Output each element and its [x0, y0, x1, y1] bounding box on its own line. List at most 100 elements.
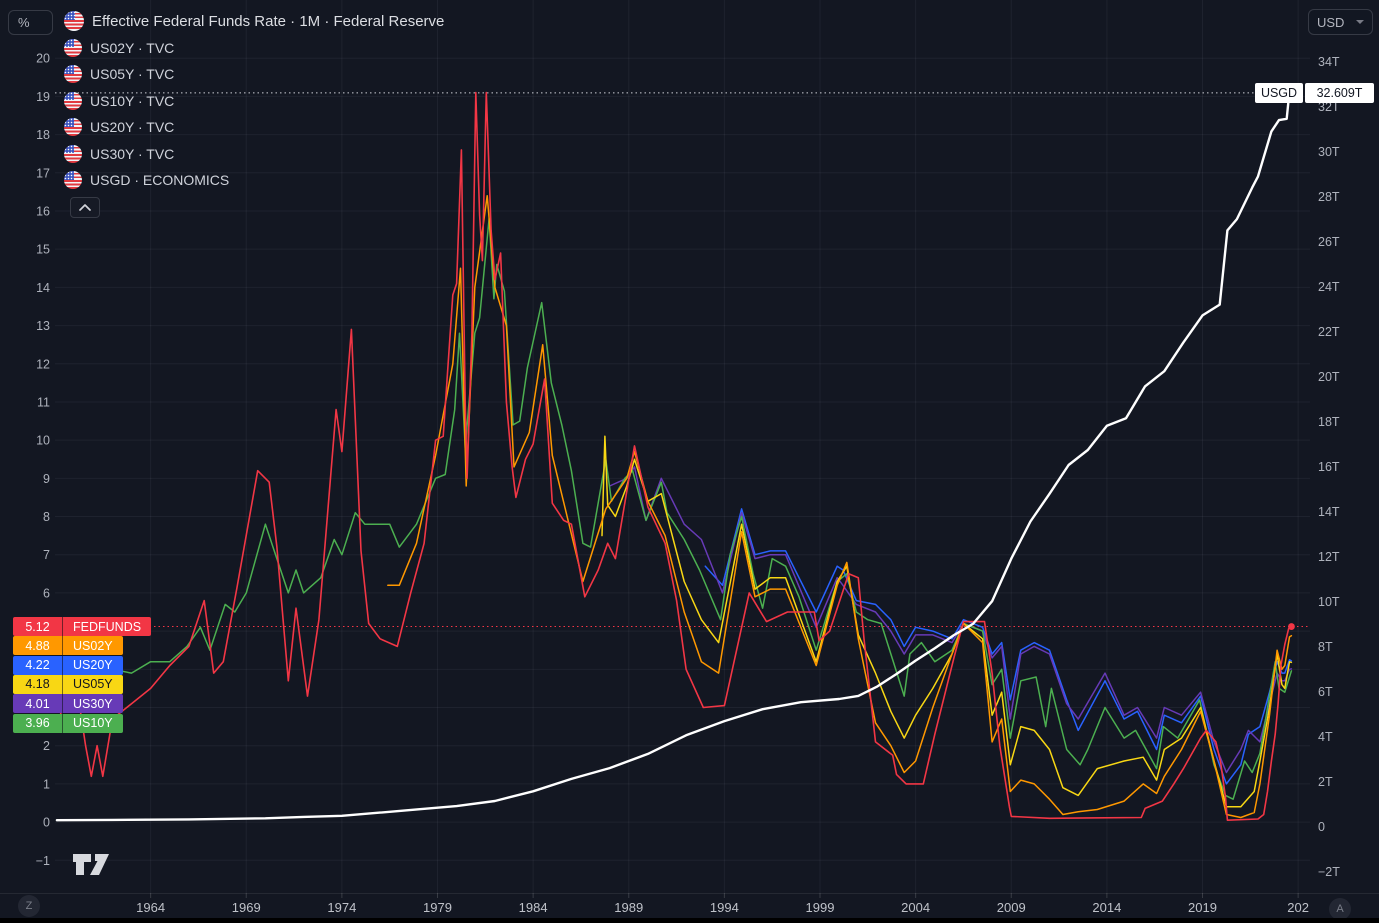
- time-axis-tick-label: 1999: [806, 900, 835, 915]
- price-label-us20y[interactable]: 4.22 US20Y: [13, 655, 123, 675]
- legend-item-label: US05Y · TVC: [90, 66, 175, 83]
- chevron-down-icon: [1356, 20, 1364, 24]
- legend-item-label: USGD · ECONOMICS: [90, 172, 230, 189]
- series-line-FEDFUNDS[interactable]: [56, 91, 1293, 822]
- currency-selector[interactable]: USD: [1308, 9, 1373, 35]
- right-axis-tick-label: 8T: [1318, 640, 1333, 654]
- timezone-badge[interactable]: Z: [18, 895, 40, 917]
- price-symbol: US30Y: [62, 694, 123, 714]
- last-price-marker: [1288, 623, 1295, 630]
- price-label-us02y[interactable]: 4.88 US02Y: [13, 636, 123, 656]
- us-flag-icon: [64, 118, 82, 137]
- price-symbol: US02Y: [62, 636, 123, 656]
- right-axis-tick-label: 0: [1318, 820, 1325, 834]
- time-axis-tick-label: 1994: [710, 900, 739, 915]
- legend-item-us30y[interactable]: US30Y · TVC: [64, 141, 444, 168]
- price-value: 4.01: [13, 694, 62, 714]
- left-axis-tick-label: 15: [36, 243, 50, 257]
- series-line-USGD[interactable]: [55, 91, 1293, 822]
- time-axis-tick-label: 2009: [997, 900, 1026, 915]
- right-axis-tick-label: 14T: [1318, 505, 1340, 519]
- left-axis-tick-label: 14: [36, 281, 50, 295]
- left-axis-tick-label: 20: [36, 52, 50, 66]
- price-symbol: US20Y: [62, 655, 123, 675]
- legend-item-label: US30Y · TVC: [90, 145, 175, 162]
- left-axis-tick-label: 2: [43, 739, 50, 753]
- series-line-US10Y[interactable]: [111, 217, 1293, 800]
- series-line-US30Y[interactable]: [608, 466, 1293, 774]
- right-axis-tick-label: 4T: [1318, 730, 1333, 744]
- auto-scale-badge[interactable]: A: [1329, 898, 1351, 920]
- price-value: 4.88: [13, 636, 62, 656]
- price-value: 5.12: [13, 617, 62, 637]
- bottom-border: [0, 918, 1379, 923]
- chevron-up-icon: [79, 204, 91, 211]
- price-label-fedfunds[interactable]: 5.12 FEDFUNDS: [13, 617, 152, 637]
- legend: Effective Federal Funds Rate · 1M · Fede…: [64, 8, 444, 194]
- legend-collapse-button[interactable]: [70, 197, 100, 218]
- price-scale-unit-button[interactable]: %: [8, 10, 53, 35]
- series-line-US05Y[interactable]: [601, 435, 1293, 808]
- left-axis-tick-label: 13: [36, 319, 50, 333]
- left-axis-tick-label: 9: [43, 472, 50, 486]
- time-axis-tick-label: 1969: [232, 900, 261, 915]
- left-price-scale[interactable]: [0, 0, 55, 893]
- series-line-US20Y[interactable]: [704, 508, 1293, 785]
- left-axis-tick-label: 1: [43, 777, 50, 791]
- right-axis-tick-label: 12T: [1318, 550, 1340, 564]
- us-flag-icon: [64, 144, 82, 163]
- right-axis-tick-label: 22T: [1318, 325, 1340, 339]
- us-flag-icon: [64, 38, 82, 57]
- price-symbol: US05Y: [62, 674, 123, 694]
- left-axis-tick-label: 0: [43, 816, 50, 830]
- time-axis-tick-label: 1964: [136, 900, 165, 915]
- right-axis-tick-label: −2T: [1318, 865, 1340, 879]
- legend-item-label: US20Y · TVC: [90, 119, 175, 136]
- usgd-value-label[interactable]: 32.609T: [1305, 82, 1374, 103]
- time-axis-tick-label: 1974: [327, 900, 356, 915]
- right-axis-tick-label: 6T: [1318, 685, 1333, 699]
- usgd-series-tag[interactable]: USGD: [1255, 82, 1303, 103]
- left-axis-tick-label: 10: [36, 434, 50, 448]
- legend-item-label: US02Y · TVC: [90, 39, 175, 56]
- us-flag-icon: [64, 91, 82, 110]
- right-axis-tick-label: 26T: [1318, 235, 1340, 249]
- legend-item-us05y[interactable]: US05Y · TVC: [64, 61, 444, 88]
- legend-item-us20y[interactable]: US20Y · TVC: [64, 114, 444, 141]
- left-axis-tick-label: 17: [36, 166, 50, 180]
- price-label-us10y[interactable]: 3.96 US10Y: [13, 713, 123, 733]
- left-axis-tick-label: 7: [43, 548, 50, 562]
- us-flag-icon: [64, 171, 82, 190]
- time-axis-tick-label: 2019: [1188, 900, 1217, 915]
- price-label-us30y[interactable]: 4.01 US30Y: [13, 694, 123, 714]
- left-axis-tick-label: 8: [43, 510, 50, 524]
- right-axis-tick-label: 10T: [1318, 595, 1340, 609]
- right-axis-tick-label: 28T: [1318, 190, 1340, 204]
- series-line-US02Y[interactable]: [387, 194, 1293, 819]
- right-axis-tick-label: 20T: [1318, 370, 1340, 384]
- right-axis-tick-label: 34T: [1318, 55, 1340, 69]
- price-label-us05y[interactable]: 4.18 US05Y: [13, 674, 123, 694]
- time-axis-tick-label: 2014: [1092, 900, 1121, 915]
- left-axis-tick-label: −1: [36, 854, 50, 868]
- legend-item-us10y[interactable]: US10Y · TVC: [64, 88, 444, 115]
- main-series-title: Effective Federal Funds Rate · 1M · Fede…: [92, 12, 445, 30]
- price-symbol: US10Y: [62, 713, 123, 733]
- legend-main-series[interactable]: Effective Federal Funds Rate · 1M · Fede…: [64, 8, 444, 35]
- left-axis-tick-label: 16: [36, 204, 50, 218]
- time-axis-tick-label: 1989: [614, 900, 643, 915]
- price-value: 4.22: [13, 655, 62, 675]
- left-axis-tick-label: 11: [37, 395, 50, 409]
- right-axis-tick-label: 2T: [1318, 775, 1333, 789]
- time-axis-tick-label: 1979: [423, 900, 452, 915]
- legend-item-usgd[interactable]: USGD · ECONOMICS: [64, 167, 444, 194]
- right-axis-tick-label: 18T: [1318, 415, 1340, 429]
- time-axis-tick-label: 1984: [519, 900, 548, 915]
- left-axis-tick-label: 19: [36, 90, 50, 104]
- time-axis-tick-label: 202: [1287, 900, 1309, 915]
- legend-item-us02y[interactable]: US02Y · TVC: [64, 35, 444, 62]
- right-price-scale[interactable]: [1310, 0, 1379, 893]
- left-axis-tick-label: 18: [36, 128, 50, 142]
